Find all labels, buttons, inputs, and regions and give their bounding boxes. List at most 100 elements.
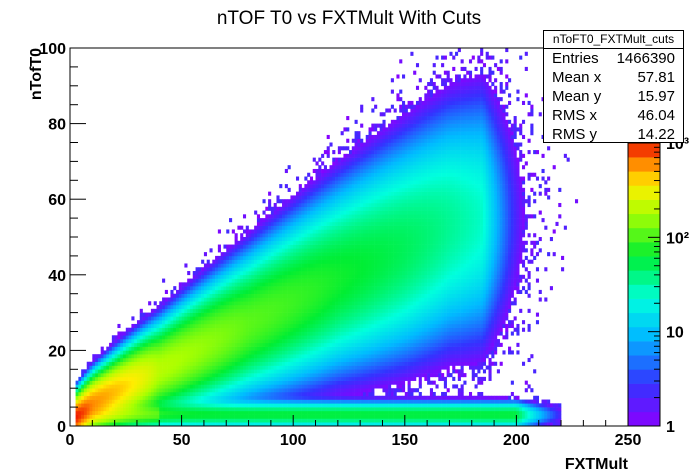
heatmap-cell <box>293 354 297 359</box>
heatmap-cell <box>343 172 347 177</box>
heatmap-cell <box>170 293 174 298</box>
heatmap-cell <box>351 138 355 143</box>
heatmap-cell <box>234 240 238 245</box>
heatmap-cell <box>245 376 249 381</box>
heatmap-cell <box>162 384 166 389</box>
heatmap-cell <box>326 301 330 306</box>
heatmap-cell <box>114 399 118 404</box>
heatmap-cell <box>354 214 358 219</box>
heatmap-cell <box>351 176 355 181</box>
heatmap-cell <box>251 316 255 321</box>
heatmap-cell <box>340 176 344 181</box>
heatmap-cell <box>323 312 327 317</box>
heatmap-cell <box>156 350 160 355</box>
heatmap-cell <box>92 376 96 381</box>
heatmap-cell <box>276 327 280 332</box>
heatmap-cell <box>254 244 258 249</box>
heatmap-cell <box>209 289 213 294</box>
heatmap-cell <box>332 286 336 291</box>
heatmap-cell <box>178 388 182 393</box>
heatmap-cell <box>329 331 333 336</box>
heatmap-cell <box>248 278 252 283</box>
heatmap-cell <box>254 331 258 336</box>
heatmap-cell <box>346 342 350 347</box>
heatmap-cell <box>156 320 160 325</box>
heatmap-cell <box>265 422 269 427</box>
heatmap-cell <box>284 255 288 260</box>
heatmap-cell <box>337 327 341 332</box>
heatmap-cell <box>265 252 269 257</box>
heatmap-cell <box>212 335 216 340</box>
heatmap-cell <box>170 410 174 415</box>
heatmap-cell <box>150 335 154 340</box>
heatmap-cell <box>312 308 316 313</box>
heatmap-cell <box>242 376 247 381</box>
heatmap-cell <box>362 233 367 238</box>
heatmap-cell <box>223 342 227 347</box>
heatmap-cell <box>128 399 132 404</box>
heatmap-cell <box>349 376 353 381</box>
heatmap-cell <box>368 259 372 264</box>
heatmap-cell <box>312 331 316 336</box>
heatmap-cell <box>312 403 316 408</box>
heatmap-cell <box>321 225 325 230</box>
heatmap-cell <box>312 157 316 162</box>
heatmap-cell <box>279 339 283 344</box>
heatmap-cell <box>184 422 188 427</box>
heatmap-cell <box>128 403 132 408</box>
heatmap-cell <box>148 331 152 336</box>
heatmap-cell <box>142 357 146 363</box>
heatmap-cell <box>206 342 210 347</box>
heatmap-cell <box>335 305 339 310</box>
heatmap-cell <box>315 376 319 381</box>
heatmap-cell <box>270 410 274 415</box>
heatmap-cell <box>259 267 263 272</box>
heatmap-cell <box>284 221 288 226</box>
heatmap-cell <box>134 350 138 355</box>
heatmap-cell <box>354 119 358 124</box>
heatmap-cell <box>217 414 221 419</box>
heatmap-cell <box>346 153 350 158</box>
heatmap-cell <box>136 418 141 423</box>
heatmap-cell <box>332 229 336 234</box>
heatmap-cell <box>329 312 333 317</box>
heatmap-cell <box>321 237 325 242</box>
heatmap-cell <box>321 407 325 412</box>
heatmap-cell <box>248 339 252 344</box>
heatmap-cell <box>304 206 308 211</box>
heatmap-cell <box>192 376 196 381</box>
heatmap-cell <box>251 407 255 412</box>
heatmap-cell <box>307 407 311 412</box>
heatmap-cell <box>187 414 191 419</box>
heatmap-cell <box>134 346 138 351</box>
heatmap-cell <box>240 259 244 264</box>
heatmap-cell <box>282 308 286 313</box>
heatmap-cell <box>360 395 364 400</box>
heatmap-cell <box>198 271 202 276</box>
heatmap-cell <box>265 335 269 340</box>
heatmap-cell <box>234 320 238 325</box>
heatmap-cell <box>173 286 177 291</box>
heatmap-cell <box>198 350 202 355</box>
heatmap-cell <box>284 395 288 400</box>
heatmap-cell <box>178 373 182 378</box>
heatmap-cell <box>184 388 188 393</box>
heatmap-cell <box>217 361 221 366</box>
heatmap-cell <box>209 248 213 253</box>
heatmap-cell <box>315 418 319 423</box>
heatmap-cell <box>195 323 199 329</box>
heatmap-cell <box>276 221 280 226</box>
heatmap-cell <box>217 339 221 344</box>
heatmap-cell <box>187 308 191 313</box>
heatmap-cell <box>75 388 79 393</box>
heatmap-cell <box>301 191 305 196</box>
heatmap-cell <box>231 395 235 400</box>
heatmap-cell <box>365 278 369 283</box>
heatmap-cell <box>242 346 247 351</box>
heatmap-cell <box>156 308 160 313</box>
heatmap-cell <box>212 282 216 287</box>
heatmap-cell <box>346 410 350 415</box>
heatmap-cell <box>162 395 166 400</box>
heatmap-cell <box>223 376 227 381</box>
heatmap-cell <box>265 384 269 389</box>
